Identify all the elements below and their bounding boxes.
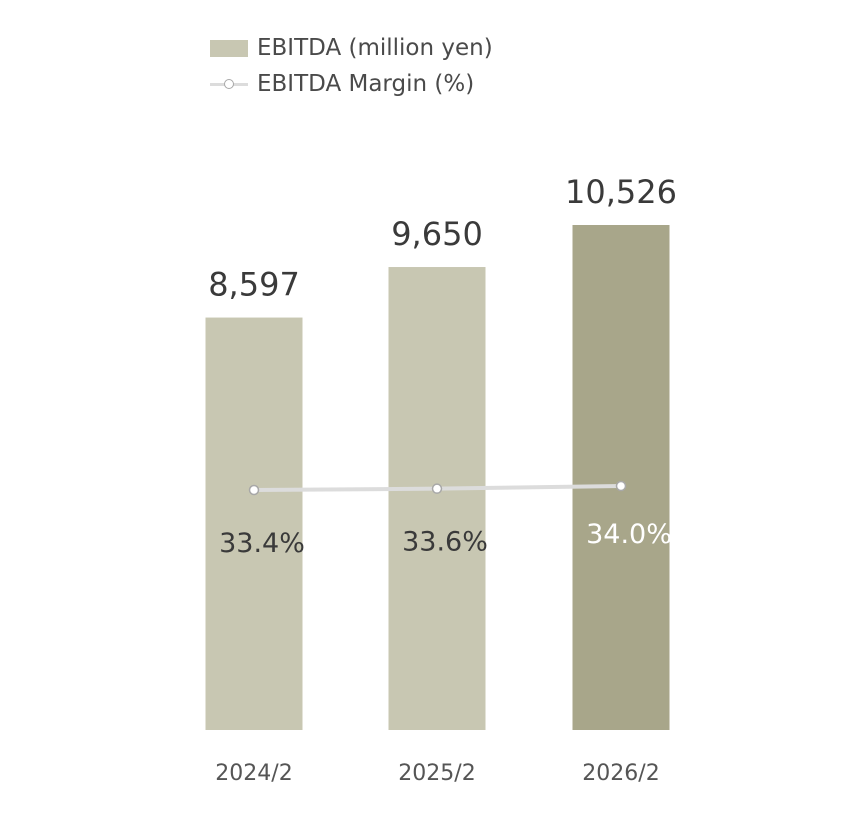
margin-value-label-0: 33.4% <box>219 528 305 559</box>
legend-item-margin: EBITDA Margin (%) <box>210 66 493 102</box>
bar-1 <box>388 267 486 730</box>
x-tick-label-2: 2026/2 <box>582 761 659 786</box>
legend-swatch-line <box>210 77 248 91</box>
margin-value-label-2: 34.0% <box>586 519 672 550</box>
x-tick-label-0: 2024/2 <box>215 761 292 786</box>
legend-label-margin: EBITDA Margin (%) <box>257 71 475 97</box>
legend-item-ebitda: EBITDA (million yen) <box>210 30 493 66</box>
bar-0 <box>205 317 303 730</box>
x-tick-label-1: 2025/2 <box>398 761 475 786</box>
legend: EBITDA (million yen) EBITDA Margin (%) <box>210 30 493 102</box>
margin-point-2 <box>615 480 627 492</box>
margin-value-label-1: 33.6% <box>402 527 488 558</box>
bar-value-label-2: 10,526 <box>565 173 677 211</box>
bar-value-label-1: 9,650 <box>391 215 483 253</box>
margin-point-1 <box>431 483 443 494</box>
bar-value-label-0: 8,597 <box>208 266 300 304</box>
legend-swatch-bar <box>210 39 248 57</box>
legend-label-ebitda: EBITDA (million yen) <box>257 35 493 61</box>
margin-point-0 <box>248 484 260 496</box>
bar-2 <box>572 225 670 730</box>
